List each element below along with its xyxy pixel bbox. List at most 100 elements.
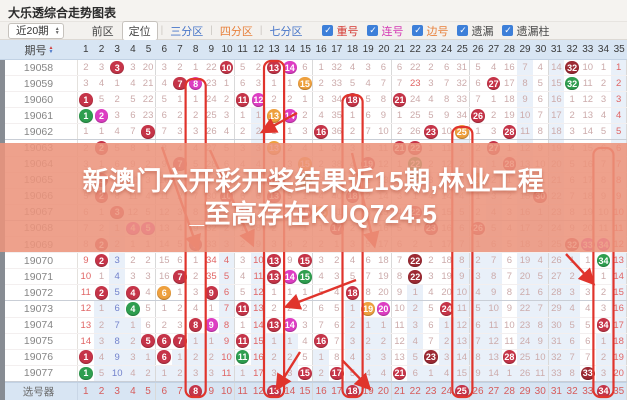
picker-number-32[interactable]: 32 — [564, 383, 580, 400]
omission-count: 4 — [130, 367, 136, 379]
picker-number-17[interactable]: 17 — [329, 383, 345, 400]
omission-count: 1 — [349, 206, 356, 218]
picker-number-33[interactable]: 33 — [580, 383, 596, 400]
picker-number-13[interactable]: 13 — [266, 383, 282, 400]
trend-cell: 2 — [282, 140, 298, 155]
trend-cell: 35 — [203, 269, 219, 284]
picker-number-12[interactable]: 12 — [251, 383, 267, 400]
trend-cell: 6 — [532, 285, 549, 301]
picker-number-6[interactable]: 6 — [156, 383, 172, 400]
picker-number-5[interactable]: 5 — [141, 382, 157, 400]
picker-number-4[interactable]: 4 — [125, 383, 141, 400]
picker-number-8[interactable]: 8 — [188, 383, 204, 400]
checkbox-1[interactable]: ✓ 重号 — [322, 23, 358, 39]
picker-number-26[interactable]: 26 — [470, 383, 486, 400]
trend-cell: 5 — [485, 220, 502, 237]
picker-number-2[interactable]: 2 — [94, 383, 110, 400]
omission-count: 6 — [537, 94, 543, 106]
omission-count: 4 — [585, 303, 591, 315]
picker-number-28[interactable]: 28 — [502, 383, 518, 400]
checkbox-4[interactable]: ✓ 遗漏 — [457, 23, 493, 39]
picker-number-label: 27 — [488, 385, 500, 397]
trend-cell: 8 — [564, 205, 580, 220]
column-header-18: 18 — [346, 44, 359, 55]
omission-count: 5 — [396, 222, 403, 234]
picker-number-30[interactable]: 30 — [533, 382, 549, 400]
omission-count: 20 — [378, 287, 389, 299]
omission-count: 2 — [428, 158, 434, 170]
trend-cell: 4 — [125, 365, 141, 381]
checkbox-3[interactable]: ✓ 边号 — [412, 23, 448, 39]
trend-cell: 33 — [454, 92, 471, 108]
omission-count: 2 — [114, 94, 120, 106]
omission-count: 4 — [365, 222, 371, 234]
range-select[interactable]: 近20期 ▲ ▼ — [8, 22, 64, 39]
omission-count: 9 — [192, 222, 199, 234]
picker-number-10[interactable]: 10 — [219, 382, 235, 400]
trend-cell: 2 — [125, 253, 141, 268]
picker-number-11[interactable]: 11 — [235, 383, 251, 400]
checkbox-5[interactable]: ✓ 遗漏柱 — [502, 23, 549, 39]
trend-cell: 41 — [329, 205, 345, 220]
omission-count: 12 — [456, 319, 468, 331]
omission-count: 4 — [349, 351, 356, 363]
picker-number-35[interactable]: 35 — [611, 382, 627, 400]
trend-cell: 19 — [360, 301, 376, 316]
picker-number-31[interactable]: 31 — [549, 383, 565, 400]
trend-cell: 1 — [532, 204, 549, 220]
omission-count: 2 — [506, 190, 512, 202]
omission-count: 8 — [130, 142, 136, 154]
lottery-ball-17: 17 — [330, 221, 344, 236]
picker-number-27[interactable]: 27 — [486, 383, 502, 400]
trend-cell: 2 — [282, 301, 298, 316]
omission-count: 3 — [177, 126, 183, 138]
trend-cell: 22 — [548, 188, 565, 204]
tab-3[interactable]: 三分区 — [170, 25, 204, 38]
lottery-ball-20: 20 — [376, 302, 391, 316]
picker-number-label: 19 — [362, 385, 374, 397]
omission-count: 2 — [459, 158, 465, 170]
checkbox-2[interactable]: ✓ 连号 — [367, 23, 403, 39]
picker-number-21[interactable]: 21 — [392, 383, 408, 400]
picker-number-16[interactable]: 16 — [313, 383, 329, 400]
picker-number-34[interactable]: 34 — [596, 383, 612, 400]
omission-count: 10 — [534, 158, 546, 170]
tab-1[interactable]: 前区 — [91, 25, 114, 38]
tab-4[interactable]: 四分区 — [219, 25, 253, 38]
trend-cell: 9 — [219, 333, 235, 349]
tab-5[interactable]: 七分区 — [269, 25, 303, 38]
sort-icon[interactable]: ▲ ▼ — [48, 44, 54, 55]
picker-number-22[interactable]: 22 — [407, 383, 423, 400]
picker-number-7[interactable]: 7 — [172, 383, 188, 400]
picker-number-29[interactable]: 29 — [517, 383, 533, 400]
picker-number-25[interactable]: 25 — [454, 382, 471, 400]
tab-2[interactable]: 定位 — [121, 20, 158, 41]
omission-count: 7 — [396, 255, 403, 267]
picker-number-19[interactable]: 19 — [360, 383, 376, 400]
picker-number-label: 9 — [208, 385, 215, 397]
picker-number-23[interactable]: 23 — [423, 383, 439, 400]
column-header-16: 16 — [315, 44, 327, 55]
checkbox-label: 遗漏柱 — [516, 25, 550, 38]
lottery-ball-11: 11 — [235, 350, 250, 365]
picker-number-15[interactable]: 15 — [298, 382, 314, 400]
left-scrollbar[interactable] — [0, 60, 5, 400]
omission-count: 2 — [130, 255, 136, 267]
picker-number-1[interactable]: 1 — [78, 383, 94, 400]
picker-number-3[interactable]: 3 — [109, 383, 125, 400]
picker-number-20[interactable]: 20 — [376, 382, 392, 400]
trend-cell: 6 — [282, 205, 298, 220]
period-header-cell[interactable]: 期号 ▲ ▼ — [0, 40, 78, 59]
picker-number-18[interactable]: 18 — [345, 383, 361, 400]
trend-cell: 10 — [109, 365, 126, 381]
picker-number-9[interactable]: 9 — [203, 383, 219, 400]
picker-number-24[interactable]: 24 — [439, 383, 455, 400]
column-header-22: 22 — [409, 44, 421, 55]
picker-number-14[interactable]: 14 — [282, 383, 298, 400]
trend-cell: 1 — [282, 124, 298, 139]
omission-count: 19 — [551, 142, 562, 154]
omission-count: 4 — [98, 78, 105, 90]
omission-count: 2 — [396, 126, 403, 138]
trend-cell: 3 — [125, 349, 141, 365]
trend-cell: 17 — [329, 221, 345, 236]
